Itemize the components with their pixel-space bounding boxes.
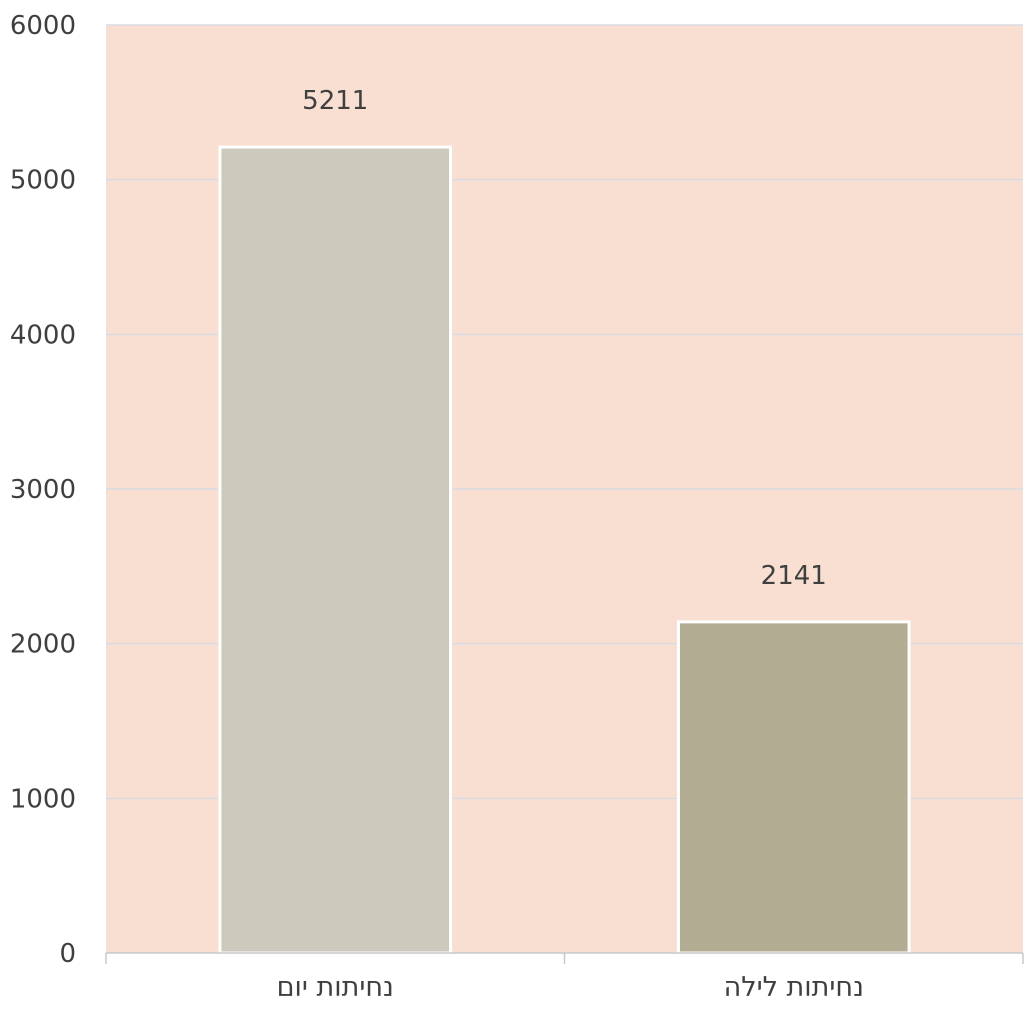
axes	[105, 952, 1024, 964]
y-tick-label-6000: 6000	[10, 11, 76, 41]
data-label-2: 2141	[761, 561, 827, 591]
y-tick-label-0: 0	[59, 939, 76, 969]
bar-2	[676, 620, 911, 955]
x-axis-category-labels: נחיתות יום נחיתות לילה	[277, 972, 864, 1003]
bars	[218, 145, 911, 955]
y-tick-label-5000: 5000	[10, 166, 76, 196]
y-tick-label-2000: 2000	[10, 630, 76, 660]
y-tick-label-1000: 1000	[10, 784, 76, 814]
y-tick-label-3000: 3000	[10, 475, 76, 505]
bar-1	[218, 145, 453, 955]
x-category-label-2: נחיתות לילה	[724, 972, 864, 1003]
y-tick-label-4000: 4000	[10, 320, 76, 350]
x-category-label-1: נחיתות יום	[277, 972, 394, 1003]
data-labels: 5211 2141	[302, 86, 827, 591]
y-axis-tick-labels: 0 1000 2000 3000 4000 5000 6000	[10, 11, 76, 969]
data-label-1: 5211	[302, 86, 368, 116]
